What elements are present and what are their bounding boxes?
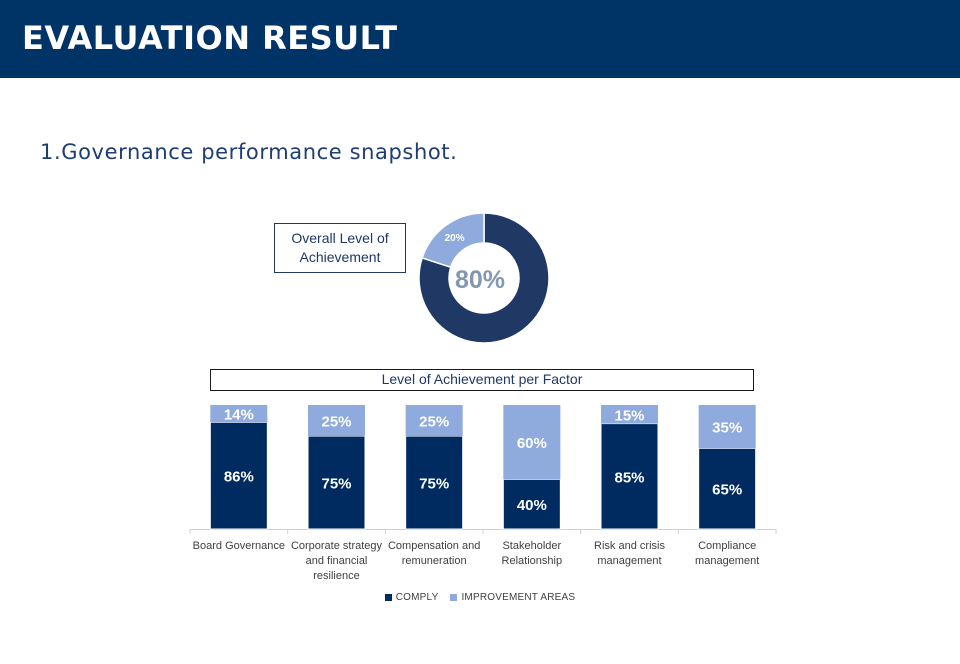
bar-segment-improvement (503, 405, 561, 480)
donut-slice-label: 20% (445, 233, 465, 244)
bar-chart-legend: COMPLY IMPROVEMENT AREAS (0, 592, 960, 603)
x-tick-label: Compliance (698, 540, 756, 552)
legend-label-improvement: IMPROVEMENT AREAS (461, 592, 576, 603)
page-title: EVALUATION RESULT (22, 19, 398, 57)
x-tick-label: management (695, 555, 759, 567)
x-tick-label: and financial (306, 555, 368, 567)
bar-segment-comply (307, 435, 366, 530)
x-tick-label: Corporate strategy (291, 540, 383, 552)
legend-item-improvement: IMPROVEMENT AREAS (450, 592, 575, 603)
x-tick-label: Risk and crisis (594, 540, 665, 552)
legend-item-comply: COMPLY (384, 592, 439, 603)
bar-data-label: 40% (517, 497, 547, 514)
bar-data-label: 35% (712, 420, 742, 437)
donut-slice-comply (418, 212, 550, 344)
donut-center-label: 80% (455, 266, 505, 294)
bar-data-label: 65% (712, 482, 742, 499)
bar-data-label: 25% (321, 414, 351, 431)
bar-segment-improvement (405, 405, 463, 436)
x-tick-label: Compensation and (388, 540, 480, 552)
bar-data-label: 86% (224, 469, 254, 486)
bar-segment-comply (209, 421, 268, 530)
bar-segment-improvement (698, 405, 756, 449)
header-bar: EVALUATION RESULT (0, 0, 960, 78)
bar-segment-improvement (308, 405, 365, 436)
bar-segment-comply (502, 478, 561, 530)
x-tick-label: resilience (313, 570, 359, 582)
x-tick-label: Stakeholder (502, 540, 561, 552)
donut-title-box: Overall Level of Achievement (274, 223, 406, 273)
section-title: 1.Governance performance snapshot. (40, 140, 458, 164)
x-tick-label: Board Governance (193, 540, 285, 552)
overall-donut-chart: 20% 80% (418, 212, 550, 344)
bar-segment-improvement (601, 405, 658, 424)
bar-data-label: 14% (224, 407, 254, 424)
x-tick-label: management (597, 555, 661, 567)
x-tick-label: Relationship (502, 555, 563, 567)
bar-segment-improvement (210, 405, 268, 423)
legend-swatch-comply (384, 594, 392, 601)
donut-slice-improvement (421, 212, 485, 269)
bar-data-label: 60% (517, 435, 547, 452)
bar-data-label: 25% (419, 414, 449, 431)
bar-segment-comply (698, 447, 757, 530)
bar-chart-title: Level of Achievement per Factor (210, 369, 754, 391)
bar-data-label: 15% (614, 407, 644, 424)
bar-data-label: 75% (419, 476, 449, 493)
legend-label-comply: COMPLY (395, 592, 439, 603)
bar-segment-comply (405, 435, 464, 530)
bar-segment-comply (600, 423, 659, 530)
bar-data-label: 75% (321, 476, 351, 493)
bar-data-label: 85% (614, 469, 644, 486)
legend-swatch-improvement (450, 594, 458, 601)
donut-title: Overall Level of Achievement (291, 230, 389, 265)
x-tick-label: remuneration (402, 555, 467, 567)
